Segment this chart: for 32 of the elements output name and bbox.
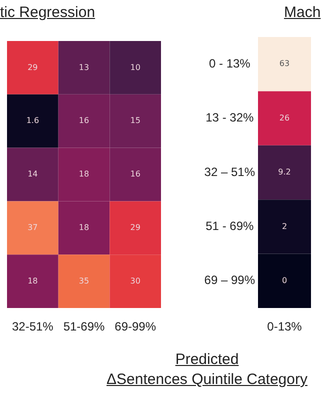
data-label: 16 xyxy=(78,116,90,126)
chart-title: tic Regression xyxy=(0,4,96,21)
data-label: 63 xyxy=(279,59,290,68)
data-label: 35 xyxy=(78,276,90,286)
data-label: 29 xyxy=(28,62,38,72)
data-label: 18 xyxy=(28,276,38,286)
x-axis-title: Predicted ΔSentences Quintile Category xyxy=(106,350,308,390)
data-label: 14 xyxy=(28,170,38,179)
data-label: 2 xyxy=(282,222,288,231)
y-tick-label: 69 – 99% xyxy=(204,273,256,288)
x-tick-label: 32-51% xyxy=(12,320,54,334)
y-tick-label: 32 – 51% xyxy=(204,164,256,179)
data-label: 15 xyxy=(130,116,140,126)
data-label: 1.6 xyxy=(26,116,40,126)
data-label: 16 xyxy=(130,170,140,179)
data-label: 13 xyxy=(78,62,90,72)
data-label: 30 xyxy=(130,276,140,286)
data-label: 9.2 xyxy=(278,168,291,177)
chart-title: Mach xyxy=(284,4,321,21)
x-tick-label: 69-99% xyxy=(114,320,156,334)
data-label: 37 xyxy=(28,222,38,232)
data-label: 29 xyxy=(130,222,140,232)
x-tick-label: 51-69% xyxy=(63,320,106,334)
data-label: 18 xyxy=(78,170,90,179)
x-tick-label: 0-13% xyxy=(267,320,302,334)
y-tick-label: 13 - 32% xyxy=(206,110,254,125)
data-label: 0 xyxy=(282,276,288,285)
data-label: 18 xyxy=(78,222,90,232)
y-tick-label: 0 - 13% xyxy=(208,56,251,70)
y-tick-label: 51 - 69% xyxy=(206,219,254,234)
data-label: 10 xyxy=(130,62,140,72)
data-label: 26 xyxy=(279,113,290,122)
